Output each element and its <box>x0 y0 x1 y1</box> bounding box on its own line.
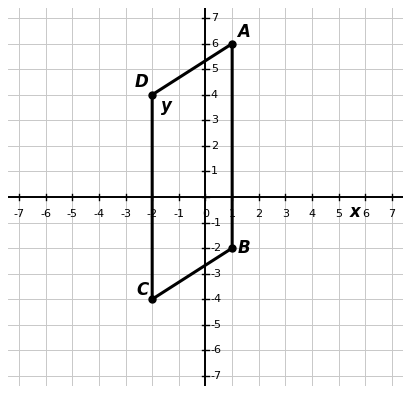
Text: C: C <box>136 281 148 299</box>
Text: 5: 5 <box>335 208 342 219</box>
Text: 7: 7 <box>388 208 396 219</box>
Text: 3: 3 <box>282 208 289 219</box>
Text: D: D <box>134 73 148 91</box>
Text: -6: -6 <box>40 208 51 219</box>
Text: 4: 4 <box>309 208 316 219</box>
Text: x: x <box>349 203 360 221</box>
Text: -4: -4 <box>93 208 104 219</box>
Text: 7: 7 <box>211 13 218 23</box>
Text: -5: -5 <box>211 320 222 330</box>
Text: 1: 1 <box>211 166 218 177</box>
Text: -7: -7 <box>211 371 222 381</box>
Text: -6: -6 <box>211 345 222 355</box>
Text: 6: 6 <box>211 39 218 49</box>
Text: A: A <box>238 23 250 41</box>
Text: -3: -3 <box>120 208 131 219</box>
Text: 0: 0 <box>202 208 209 219</box>
Text: -4: -4 <box>211 294 222 304</box>
Text: -1: -1 <box>211 217 222 228</box>
Text: -5: -5 <box>67 208 78 219</box>
Text: -3: -3 <box>211 269 222 279</box>
Text: 4: 4 <box>211 90 218 100</box>
Text: 2: 2 <box>211 141 218 151</box>
Text: 3: 3 <box>211 115 218 125</box>
Text: y: y <box>162 97 172 115</box>
Text: 1: 1 <box>229 208 236 219</box>
Text: -2: -2 <box>211 243 222 253</box>
Text: 6: 6 <box>362 208 369 219</box>
Text: -7: -7 <box>13 208 24 219</box>
Text: 5: 5 <box>211 64 218 74</box>
Text: -1: -1 <box>173 208 185 219</box>
Text: -2: -2 <box>147 208 158 219</box>
Text: B: B <box>238 239 250 257</box>
Text: 2: 2 <box>255 208 262 219</box>
